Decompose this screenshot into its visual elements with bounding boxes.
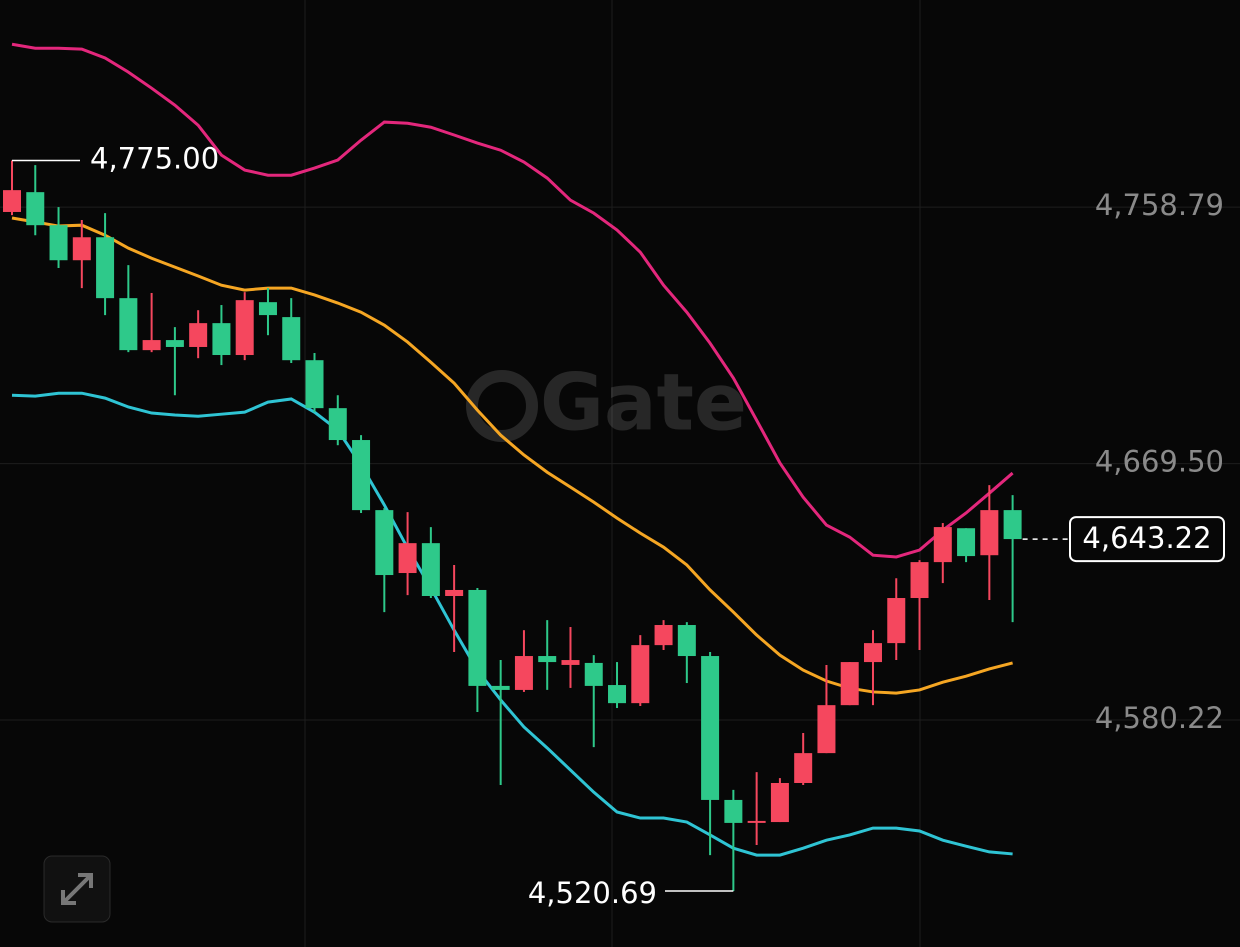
candle-body xyxy=(3,190,21,212)
candle-body xyxy=(26,192,45,226)
y-tick-label: 4,758.79 xyxy=(1095,188,1224,222)
candle-body xyxy=(421,543,440,597)
candle-body xyxy=(305,360,324,409)
candle-body xyxy=(212,323,231,356)
band-line xyxy=(11,42,1014,559)
candle-body xyxy=(538,656,557,663)
watermark-text: Gate xyxy=(540,358,747,448)
candle-body xyxy=(817,705,836,754)
candle-body xyxy=(328,408,347,441)
candle-body xyxy=(724,799,743,823)
candle-body xyxy=(235,300,254,356)
candle-body xyxy=(980,510,999,556)
candle-body xyxy=(375,510,394,576)
last-price-label: 4,643.22 xyxy=(1082,521,1211,555)
candle-body xyxy=(887,598,906,644)
candle-body xyxy=(352,440,371,511)
max-label: 4,775.00 xyxy=(90,142,219,176)
y-tick-label: 4,580.22 xyxy=(1095,701,1224,735)
candle-body xyxy=(49,225,68,261)
candle-body xyxy=(863,643,882,663)
candle-body xyxy=(933,527,952,563)
candle-body xyxy=(794,753,813,783)
candle-body xyxy=(608,685,627,704)
candle-body xyxy=(119,298,138,351)
candle-body xyxy=(468,589,487,686)
candle-body xyxy=(398,543,417,574)
candle-body xyxy=(677,625,696,657)
candle-body xyxy=(701,656,720,800)
expand-icon xyxy=(61,873,93,905)
candle-body xyxy=(72,237,91,261)
min-label: 4,520.69 xyxy=(528,876,657,910)
candle-body xyxy=(910,562,929,599)
candle-body xyxy=(258,302,277,316)
candle-body xyxy=(445,589,464,597)
candle-body xyxy=(282,317,301,361)
candle-body xyxy=(654,625,673,646)
candle-body xyxy=(1003,510,1022,540)
candle-body xyxy=(514,656,533,690)
candle-body xyxy=(957,528,976,557)
candle-body xyxy=(165,340,184,347)
candle-body xyxy=(96,237,115,299)
band-line xyxy=(11,391,1013,857)
last-price-box xyxy=(1069,516,1225,563)
candle-body xyxy=(491,685,510,690)
candle-body xyxy=(142,340,161,351)
candle-body xyxy=(770,782,789,823)
candle-body xyxy=(631,645,650,704)
candle-body xyxy=(561,660,580,665)
y-tick-label: 4,669.50 xyxy=(1095,445,1224,479)
expand-button[interactable] xyxy=(43,855,111,923)
candle-body xyxy=(584,662,603,686)
candle-body xyxy=(189,323,208,347)
candle-body xyxy=(747,820,766,823)
candle-body xyxy=(840,662,859,706)
